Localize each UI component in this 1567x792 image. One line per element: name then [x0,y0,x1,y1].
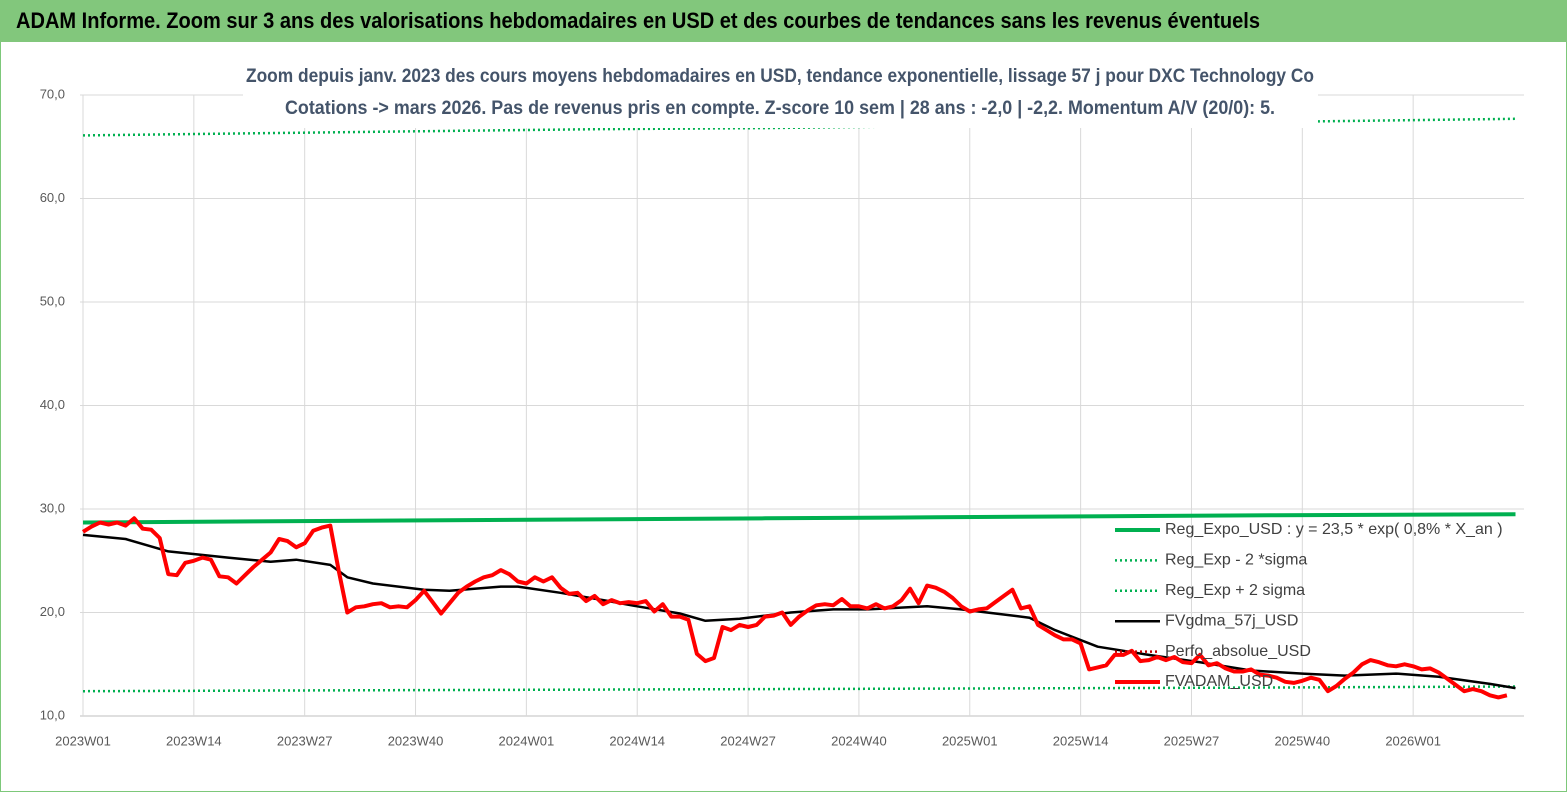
legend-label: Perfo_absolue_USD [1165,643,1311,660]
x-tick-label: 2024W27 [720,733,776,748]
y-tick-label: 30,0 [40,500,65,515]
x-tick-label: 2024W01 [499,733,555,748]
x-tick-label: 2023W01 [55,733,111,748]
legend-label: FVgdma_57j_USD [1165,612,1298,629]
legend-label: Reg_Exp - 2 *sigma [1165,552,1307,569]
y-tick-label: 20,0 [40,604,65,619]
x-tick-label: 2025W40 [1274,733,1330,748]
title-bar [0,0,1567,42]
y-tick-label: 10,0 [40,707,65,722]
x-tick-label: 2025W14 [1053,733,1109,748]
y-tick-label: 40,0 [40,397,65,412]
x-tick-label: 2024W14 [609,733,665,748]
series-line [82,512,1516,525]
x-tick-label: 2025W27 [1164,733,1220,748]
x-tick-label: 2023W27 [277,733,333,748]
x-tick-label: 2023W14 [166,733,222,748]
x-tick-label: 2025W01 [942,733,998,748]
x-tick-label: 2026W01 [1385,733,1441,748]
chart-title: Zoom depuis janv. 2023 des cours moyens … [246,66,1314,87]
y-tick-label: 70,0 [40,86,65,101]
x-tick-label: 2023W40 [388,733,444,748]
y-tick-label: 60,0 [40,190,65,205]
legend-label: Reg_Exp + 2 sigma [1165,582,1305,599]
legend-label: Reg_Expo_USD : y = 23,5 * exp( 0,8% * X_… [1165,521,1503,538]
legend: Reg_Expo_USD : y = 23,5 * exp( 0,8% * X_… [1115,521,1503,690]
series-line [81,516,1508,700]
series-line [82,685,1516,693]
page-title: ADAM Informe. Zoom sur 3 ans des valoris… [16,8,1260,33]
x-tick-label: 2024W40 [831,733,887,748]
chart-subtitle: Cotations -> mars 2026. Pas de revenus p… [285,98,1275,119]
subtitle-box [243,60,1318,128]
y-tick-label: 50,0 [40,293,65,308]
legend-label: FVADAM_USD [1165,673,1273,690]
